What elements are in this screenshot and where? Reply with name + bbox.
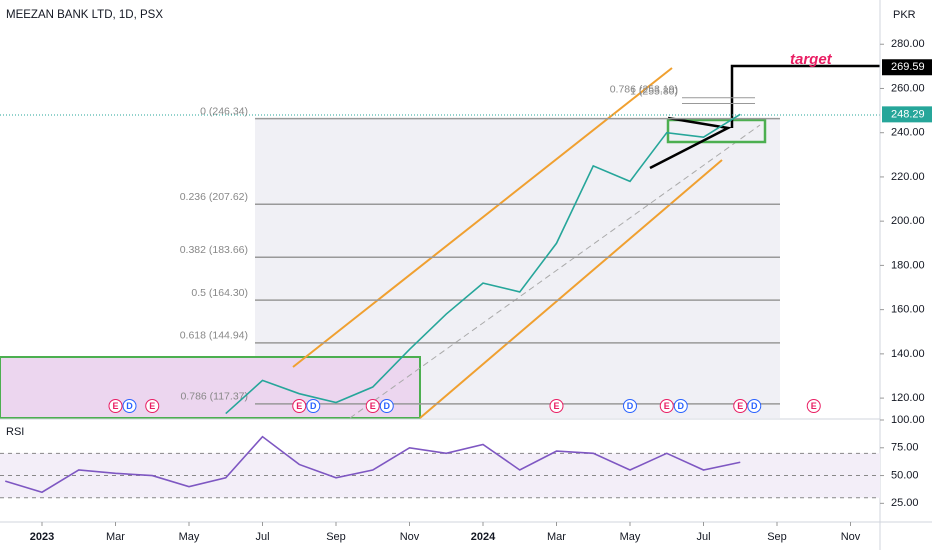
event-icon — [306, 399, 321, 413]
y-tick-label: 260.00 — [891, 82, 925, 94]
y-tick-label: 140.00 — [891, 348, 925, 360]
x-tick-label: 2024 — [471, 531, 496, 543]
event-icon — [733, 399, 748, 413]
event-label: E — [811, 401, 817, 411]
event-label: E — [112, 401, 118, 411]
event-label: D — [751, 401, 758, 411]
fib-label: 1 (255.80) — [630, 86, 678, 98]
event-label: D — [126, 401, 133, 411]
wedge — [649, 116, 732, 170]
event-icon — [292, 399, 307, 413]
x-tick-label: 2023 — [30, 531, 54, 543]
event-label: D — [678, 401, 685, 411]
event-icon — [145, 399, 160, 413]
event-icon — [673, 399, 688, 413]
y-tick-label: 240.00 — [891, 127, 925, 139]
event-label: E — [149, 401, 155, 411]
target-tag-bg — [882, 59, 932, 76]
x-tick-label: May — [179, 531, 200, 543]
event-icon — [108, 399, 123, 413]
last-price-tag: 248.29 — [891, 108, 925, 120]
target-label: target — [790, 51, 833, 68]
y-tick-label: 200.00 — [891, 215, 925, 227]
x-tick-label: Nov — [841, 531, 861, 543]
rsi-title: RSI — [6, 426, 24, 438]
x-tick-label: Mar — [547, 531, 566, 543]
target-tag: 269.59 — [891, 61, 925, 73]
target-line — [730, 64, 880, 128]
x-tick-label: May — [620, 531, 641, 543]
x-tick-label: Sep — [326, 531, 346, 543]
event-icon — [549, 399, 564, 413]
event-icon — [806, 399, 821, 413]
y-tick-label: 75.00 — [891, 442, 919, 454]
fib-label: 0.382 (183.66) — [180, 244, 248, 256]
x-tick-label: Jul — [255, 531, 269, 543]
y-tick-label: 25.00 — [891, 497, 919, 509]
event-label: E — [553, 401, 559, 411]
event-icon — [623, 399, 637, 413]
event-icon — [659, 399, 674, 413]
event-label: E — [296, 401, 302, 411]
x-tick-label: Mar — [106, 531, 125, 543]
event-icon — [747, 399, 762, 413]
event-label: D — [627, 401, 634, 411]
y-tick-label: 50.00 — [891, 469, 919, 481]
y-tick-label: 180.00 — [891, 259, 925, 271]
event-label: D — [384, 401, 391, 411]
series-line — [225, 113, 741, 415]
event-label: E — [664, 401, 670, 411]
channel-mid — [349, 124, 761, 419]
x-tick-label: Nov — [400, 531, 420, 543]
fib-label: 0.618 (144.94) — [180, 330, 248, 342]
fib-label: 0.786 (117.37) — [180, 391, 248, 403]
symbol-title: MEEZAN BANK LTD, 1D, PSX — [6, 9, 163, 21]
event-icon — [365, 399, 380, 413]
fib-label: 0.5 (164.30) — [191, 287, 248, 299]
fib-label: 0.236 (207.62) — [180, 191, 248, 203]
event-icon — [379, 399, 394, 413]
event-label: E — [737, 401, 743, 411]
y-tick-label: 220.00 — [891, 171, 925, 183]
fib-label: 0.786 (253.19) — [610, 83, 678, 95]
event-label: E — [370, 401, 376, 411]
currency: PKR — [893, 9, 916, 21]
x-tick-label: Sep — [767, 531, 787, 543]
event-icon — [122, 399, 137, 413]
channel-top — [292, 67, 673, 368]
y-tick-label: 100.00 — [891, 414, 925, 426]
series-line — [5, 435, 741, 494]
y-tick-label: 280.00 — [891, 38, 925, 50]
event-label: D — [310, 401, 317, 411]
x-tick-label: Jul — [696, 531, 710, 543]
fib-label: 0 (246.34) — [200, 105, 248, 117]
y-tick-label: 160.00 — [891, 304, 925, 316]
consolidation-box — [666, 118, 767, 144]
range-box — [0, 356, 421, 419]
channel-bottom — [419, 159, 723, 419]
last-price-tag-bg — [882, 106, 932, 123]
y-tick-label: 120.00 — [891, 392, 925, 404]
